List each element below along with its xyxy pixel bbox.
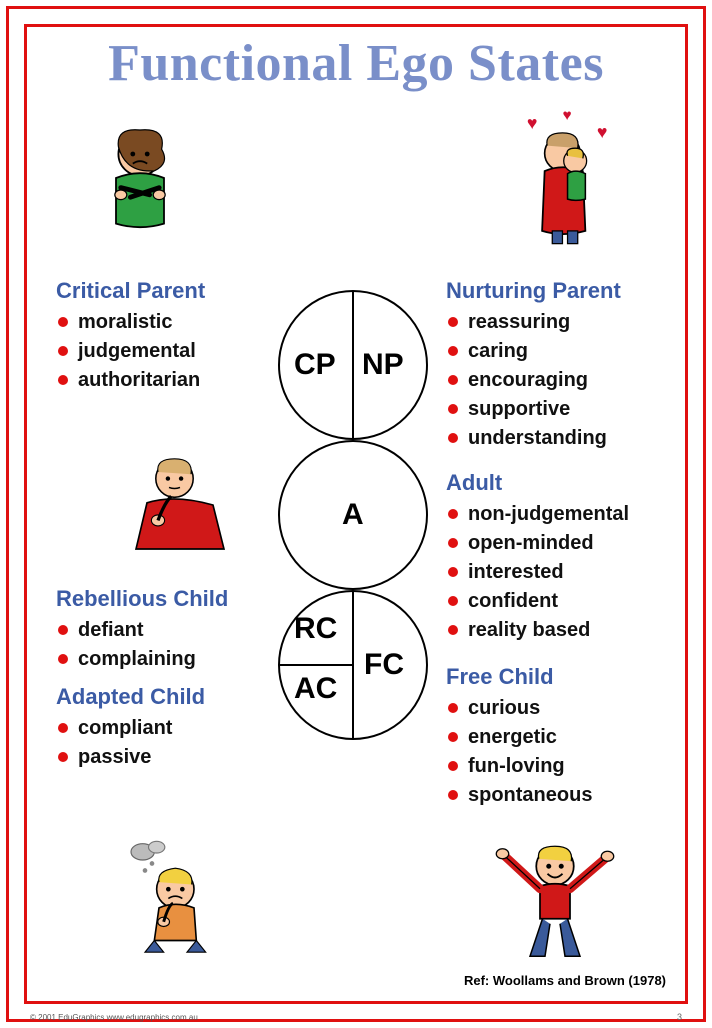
trait-item: authoritarian <box>56 366 200 395</box>
trait-item: compliant <box>56 714 172 743</box>
trait-item: moralistic <box>56 308 200 337</box>
illus-nurturing-parent: ♥ ♥ ♥ <box>500 110 620 230</box>
heading-adult: Adult <box>446 470 502 496</box>
trait-item: spontaneous <box>446 781 592 810</box>
illus-critical-parent <box>80 118 200 238</box>
traits-rebellious-child: defiant complaining <box>56 616 196 674</box>
heading-free-child: Free Child <box>446 664 554 690</box>
trait-item: caring <box>446 337 607 366</box>
trait-item: supportive <box>446 395 607 424</box>
illus-free-child <box>480 830 620 950</box>
traits-nurturing-parent: reassuring caring encouraging supportive… <box>446 308 607 453</box>
trait-item: passive <box>56 743 172 772</box>
trait-item: defiant <box>56 616 196 645</box>
heading-critical-parent: Critical Parent <box>56 278 205 304</box>
reference-text: Ref: Woollams and Brown (1978) <box>464 973 666 988</box>
code-np: NP <box>362 348 404 382</box>
traits-adapted-child: compliant passive <box>56 714 172 772</box>
traits-critical-parent: moralistic judgemental authoritarian <box>56 308 200 395</box>
code-fc: FC <box>364 648 404 682</box>
heading-nurturing-parent: Nurturing Parent <box>446 278 621 304</box>
trait-item: reassuring <box>446 308 607 337</box>
illus-rebellious-child <box>110 830 250 950</box>
page-title: Functional Ego States <box>0 34 712 93</box>
code-rc: RC <box>294 612 337 646</box>
trait-item: open-minded <box>446 529 629 558</box>
traits-free-child: curious energetic fun-loving spontaneous <box>446 694 592 810</box>
illus-adult <box>110 450 250 570</box>
trait-item: fun-loving <box>446 752 592 781</box>
code-a: A <box>342 498 364 532</box>
copyright-text: © 2001 EduGraphics www.edugraphics.com.a… <box>30 1013 198 1022</box>
page-number: 3 <box>677 1012 682 1022</box>
divider-child-vertical <box>352 592 354 738</box>
traits-adult: non-judgemental open-minded interested c… <box>446 500 629 645</box>
trait-item: reality based <box>446 616 629 645</box>
code-ac: AC <box>294 672 337 706</box>
trait-item: curious <box>446 694 592 723</box>
trait-item: interested <box>446 558 629 587</box>
svg-text:♥: ♥ <box>527 113 538 133</box>
trait-item: non-judgemental <box>446 500 629 529</box>
trait-item: complaining <box>56 645 196 674</box>
divider-parent <box>352 292 354 438</box>
trait-item: confident <box>446 587 629 616</box>
trait-item: encouraging <box>446 366 607 395</box>
heading-rebellious-child: Rebellious Child <box>56 586 228 612</box>
svg-text:♥: ♥ <box>597 122 608 142</box>
trait-item: energetic <box>446 723 592 752</box>
trait-item: understanding <box>446 424 607 453</box>
trait-item: judgemental <box>56 337 200 366</box>
code-cp: CP <box>294 348 336 382</box>
heading-adapted-child: Adapted Child <box>56 684 205 710</box>
svg-text:♥: ♥ <box>562 110 571 124</box>
divider-child-horizontal <box>280 664 352 666</box>
